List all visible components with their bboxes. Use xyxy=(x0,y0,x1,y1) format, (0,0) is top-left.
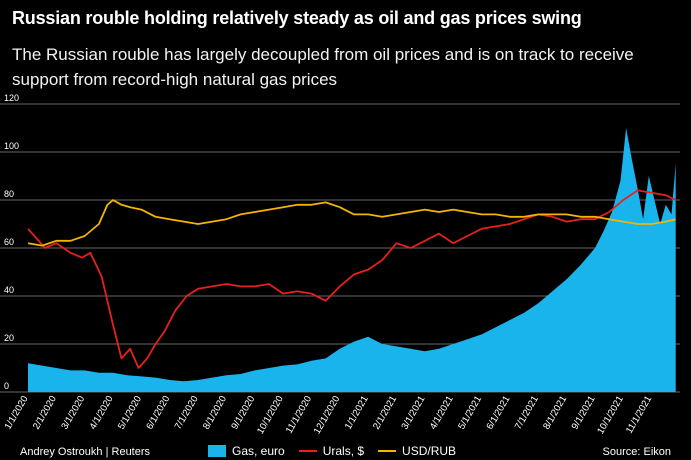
x-tick-label: 5/1/2021 xyxy=(456,394,484,432)
line-series-layer xyxy=(27,189,677,369)
chart-footer: Andrey Ostroukh | Reuters Gas, euro Ural… xyxy=(0,444,691,460)
legend-swatch-urals xyxy=(298,450,317,452)
chart-title: Russian rouble holding relatively steady… xyxy=(12,8,582,28)
x-tick-label: 3/1/2020 xyxy=(59,394,87,432)
x-tick-label: 4/1/2020 xyxy=(88,394,116,432)
x-tick-label: 10/1/2021 xyxy=(595,394,626,436)
legend-label-urals: Urals, $ xyxy=(322,444,365,458)
x-tick-label: 3/1/2021 xyxy=(399,394,427,432)
x-tick-label: 9/1/2021 xyxy=(570,394,598,432)
y-tick-label: 20 xyxy=(4,333,14,343)
chart-subtitle: The Russian rouble has largely decoupled… xyxy=(12,45,634,89)
x-tick-label: 2/1/2020 xyxy=(31,394,59,432)
x-tick-label: 12/1/2020 xyxy=(312,394,343,436)
legend-item-usdrub: USD/RUB xyxy=(378,444,456,458)
y-axis-ticks: 0 20 40 60 80 100 120 xyxy=(4,93,19,391)
y-tick-label: 60 xyxy=(4,237,14,247)
x-tick-label: 10/1/2020 xyxy=(255,394,286,436)
x-tick-label: 7/1/2020 xyxy=(173,394,201,432)
y-tick-label: 100 xyxy=(4,141,19,151)
legend-item-urals: Urals, $ xyxy=(298,444,365,458)
gas-area-layer xyxy=(28,128,676,392)
x-tick-label: 1/1/2021 xyxy=(343,394,371,432)
x-tick-label: 5/1/2020 xyxy=(116,394,144,432)
x-tick-label: 11/1/2020 xyxy=(284,394,314,435)
urals-line xyxy=(27,189,677,369)
legend-swatch-usdrub xyxy=(378,450,397,452)
x-tick-label: 8/1/2021 xyxy=(541,394,569,432)
legend-label-usdrub: USD/RUB xyxy=(402,444,457,458)
x-tick-label: 9/1/2020 xyxy=(229,394,257,432)
x-tick-label: 8/1/2020 xyxy=(201,394,229,432)
x-tick-label: 6/1/2020 xyxy=(144,394,172,432)
y-tick-label: 0 xyxy=(4,381,9,391)
legend-item-gas: Gas, euro xyxy=(208,444,285,458)
legend: Gas, euro Urals, $ USD/RUB xyxy=(208,444,456,458)
gas-area xyxy=(28,128,676,392)
x-axis-ticks: 1/1/2020 2/1/2020 3/1/2020 4/1/2020 5/1/2020… xyxy=(3,394,655,436)
x-tick-label: 2/1/2021 xyxy=(371,394,399,432)
usdrub-line xyxy=(27,199,676,247)
x-tick-label: 6/1/2021 xyxy=(484,394,512,432)
source-text: Source: Eikon xyxy=(602,446,671,458)
x-tick-label: 1/1/2020 xyxy=(3,394,31,432)
y-tick-label: 40 xyxy=(4,285,14,295)
legend-label-gas: Gas, euro xyxy=(232,444,285,458)
credit-text: Andrey Ostroukh | Reuters xyxy=(20,446,151,458)
y-tick-label: 80 xyxy=(4,189,14,199)
legend-swatch-gas xyxy=(208,445,226,457)
x-tick-label: 7/1/2021 xyxy=(513,394,541,432)
y-tick-label: 120 xyxy=(4,93,19,103)
x-tick-label: 11/1/2021 xyxy=(624,394,654,435)
x-tick-label: 4/1/2021 xyxy=(428,394,456,432)
